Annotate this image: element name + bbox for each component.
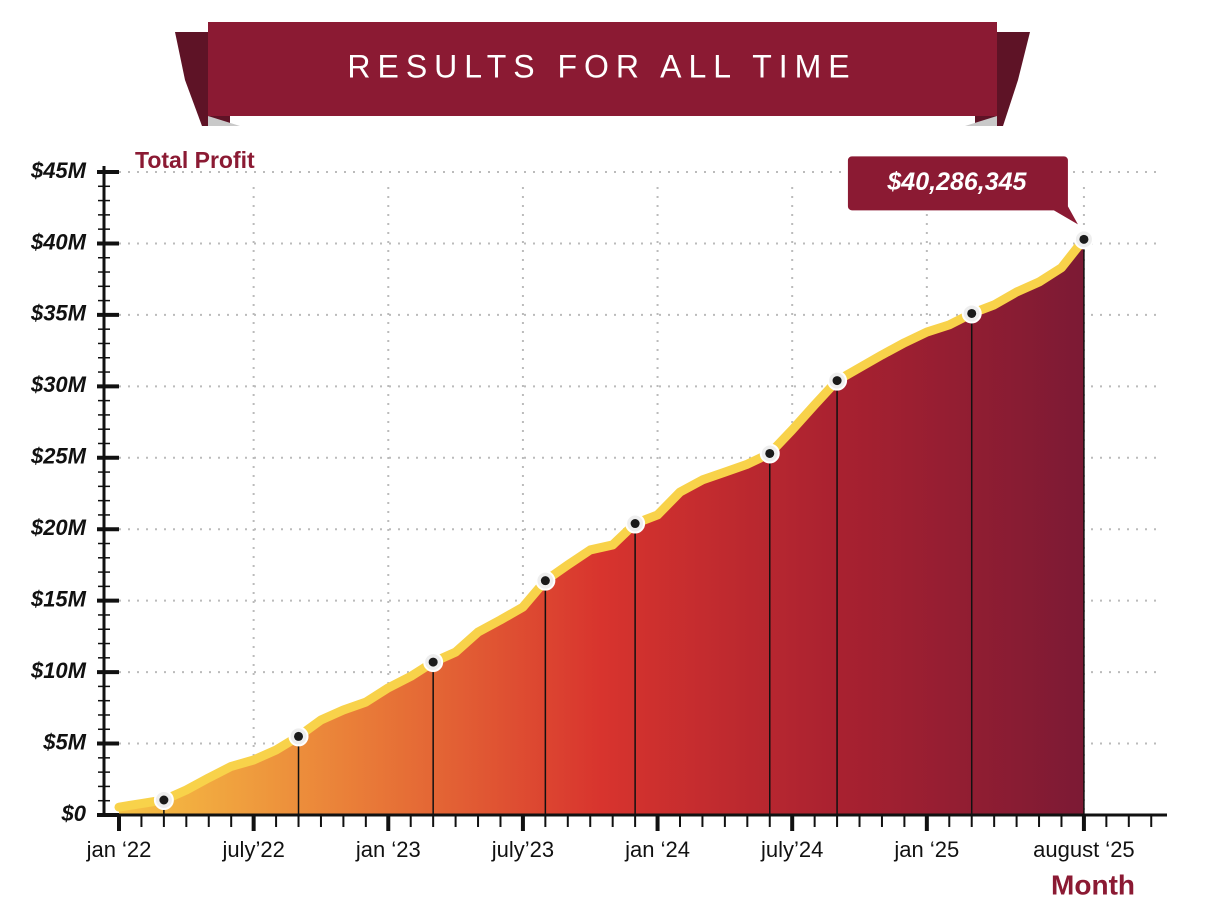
marker xyxy=(540,576,550,586)
y-tick-label: $20M xyxy=(30,515,87,540)
value-label: $40,286,345 xyxy=(886,168,1027,196)
x-tick-label: july’23 xyxy=(491,837,554,862)
x-tick-label: july’22 xyxy=(221,837,284,862)
x-tick-label: jan ‘25 xyxy=(893,837,959,862)
y-tick-label: $0 xyxy=(61,801,87,826)
y-tick-label: $40M xyxy=(30,229,87,254)
y-tick-label: $25M xyxy=(30,444,87,469)
y-tick-label: $15M xyxy=(30,586,87,611)
x-axis-title: Month xyxy=(1051,869,1135,900)
x-tick-label: jan ‘24 xyxy=(624,837,690,862)
marker xyxy=(630,519,640,529)
y-tick-label: $10M xyxy=(30,658,87,683)
marker xyxy=(765,448,775,458)
ribbon-shadow xyxy=(965,116,997,126)
y-tick-label: $5M xyxy=(42,729,86,754)
marker xyxy=(967,308,977,318)
x-tick-label: jan ‘22 xyxy=(86,837,152,862)
y-tick-label: $35M xyxy=(30,301,87,326)
ribbon xyxy=(208,22,997,116)
line xyxy=(114,234,1089,812)
marker xyxy=(428,657,438,667)
ribbon-shadow xyxy=(208,116,240,126)
callout xyxy=(847,156,1078,225)
marker xyxy=(159,795,169,805)
x-tick-label: july’24 xyxy=(760,837,823,862)
marker xyxy=(294,731,304,741)
y-tick-label: $30M xyxy=(30,372,87,397)
y-tick-label: $45M xyxy=(30,158,87,183)
title-banner: RESULTS FOR ALL TIME xyxy=(175,22,1030,126)
x-tick-label: august ‘25 xyxy=(1033,837,1135,862)
chart-title: RESULTS FOR ALL TIME xyxy=(347,48,856,84)
x-tick-label: jan ‘23 xyxy=(355,837,421,862)
marker xyxy=(1079,234,1089,244)
y-axis-title: Total Profit xyxy=(135,147,255,173)
marker xyxy=(832,376,842,386)
